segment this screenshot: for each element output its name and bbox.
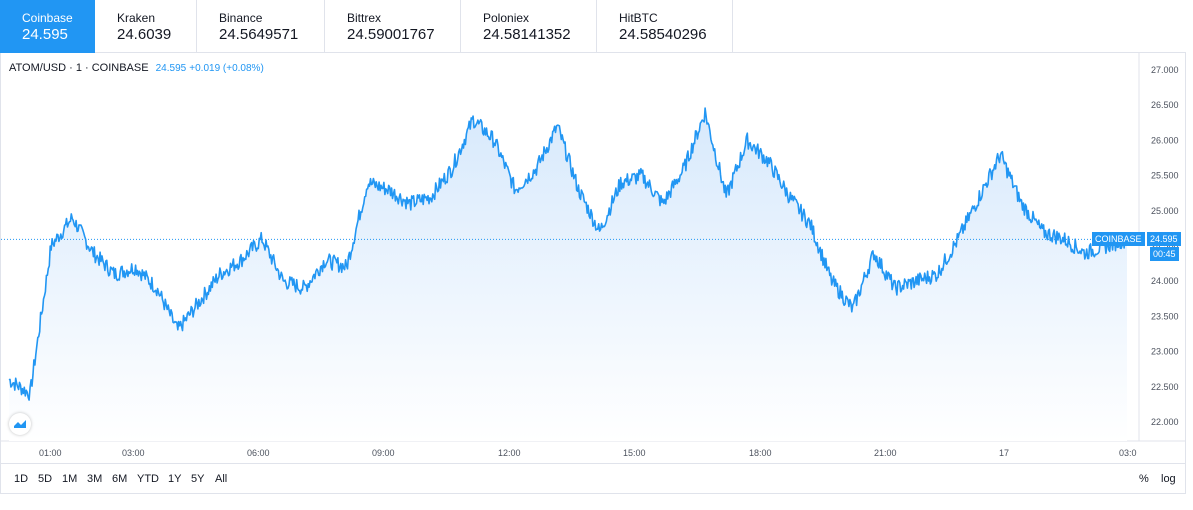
tab-price: 24.59001767 [347, 26, 435, 43]
time-tick-label: 06:00 [247, 448, 270, 458]
tab-coinbase[interactable]: Coinbase 24.595 [0, 0, 95, 53]
range-ytd[interactable]: YTD [137, 473, 159, 485]
price-tick-label: 26.500 [1151, 100, 1179, 110]
tab-name: Kraken [117, 11, 156, 25]
tab-name: Binance [219, 11, 263, 25]
time-tick-label: 03:0 [1119, 448, 1137, 458]
price-tick-label: 22.000 [1151, 417, 1179, 427]
last-price-tag: 24.595 [1147, 232, 1181, 247]
tab-price: 24.595 [22, 26, 68, 43]
time-tick-label: 03:00 [122, 448, 145, 458]
price-tick-label: 23.500 [1151, 311, 1179, 321]
range-1m[interactable]: 1M [62, 473, 78, 485]
time-tick-label: 17 [999, 448, 1009, 458]
tab-price: 24.58141352 [483, 26, 571, 43]
price-tick-label: 25.500 [1151, 171, 1179, 181]
range-3m[interactable]: 3M [87, 473, 103, 485]
price-tick-label: 23.000 [1151, 347, 1179, 357]
time-axis[interactable]: 01:00 03:00 06:00 09:00 12:00 15:00 18:00 21:00… [39, 448, 1137, 458]
range-5y[interactable]: 5Y [191, 473, 205, 485]
tab-kraken[interactable]: Kraken 24.6039 [95, 0, 197, 53]
tab-binance[interactable]: Binance 24.5649571 [197, 0, 325, 53]
price-line [8, 107, 1128, 401]
price-tick-label: 25.000 [1151, 206, 1179, 216]
chart-panel[interactable]: 27.00026.50026.00025.50025.00024.50024.0… [0, 53, 1186, 494]
tab-hitbtc[interactable]: HitBTC 24.58540296 [597, 0, 733, 53]
price-area-fill [9, 108, 1127, 441]
range-1d[interactable]: 1D [14, 473, 29, 485]
time-tick-label: 15:00 [623, 448, 646, 458]
range-toolbar: 1D 5D 1M 3M 6M YTD 1Y 5Y All % log [0, 463, 1186, 494]
price-change: +0.019 (+0.08%) [189, 63, 264, 74]
symbol-title: ATOM/USD · 1 · COINBASE [9, 62, 149, 74]
last-price: 24.595 [155, 63, 187, 74]
price-tick-label: 27.000 [1151, 65, 1179, 75]
price-tick-label: 24.000 [1151, 276, 1179, 286]
time-tick-label: 09:00 [372, 448, 395, 458]
tab-price: 24.6039 [117, 26, 172, 43]
price-chart[interactable]: 27.00026.50026.00025.50025.00024.50024.0… [1, 53, 1185, 463]
range-all[interactable]: All [215, 473, 228, 485]
tab-name: Poloniex [483, 11, 530, 25]
time-tick-label: 18:00 [749, 448, 772, 458]
tab-name: HitBTC [619, 11, 658, 25]
time-tick-label: 21:00 [874, 448, 897, 458]
tab-name: Bittrex [347, 11, 382, 25]
logo-icon [14, 420, 26, 428]
range-6m[interactable]: 6M [112, 473, 128, 485]
price-tick-label: 26.000 [1151, 135, 1179, 145]
chart-legend: ATOM/USD · 1 · COINBASE 24.595 +0.019 (+… [9, 62, 264, 74]
tab-poloniex[interactable]: Poloniex 24.58141352 [461, 0, 597, 53]
range-5d[interactable]: 5D [38, 473, 53, 485]
log-scale-toggle[interactable]: log [1161, 473, 1176, 485]
bar-countdown-tag: 00:45 [1150, 247, 1179, 262]
percent-scale-toggle[interactable]: % [1139, 473, 1149, 485]
tradingview-logo[interactable] [9, 413, 31, 435]
tab-price: 24.58540296 [619, 26, 707, 43]
tab-bittrex[interactable]: Bittrex 24.59001767 [325, 0, 461, 53]
tab-name: Coinbase [22, 11, 73, 25]
tabs-divider [733, 52, 1186, 53]
series-name-tag: COINBASE [1092, 232, 1145, 247]
time-tick-label: 01:00 [39, 448, 62, 458]
time-tick-label: 12:00 [498, 448, 521, 458]
tab-price: 24.5649571 [219, 26, 299, 43]
exchange-tabs: Coinbase 24.595 Kraken 24.6039 Binance 2… [0, 0, 1193, 53]
range-1y[interactable]: 1Y [168, 473, 182, 485]
price-tick-label: 22.500 [1151, 382, 1179, 392]
